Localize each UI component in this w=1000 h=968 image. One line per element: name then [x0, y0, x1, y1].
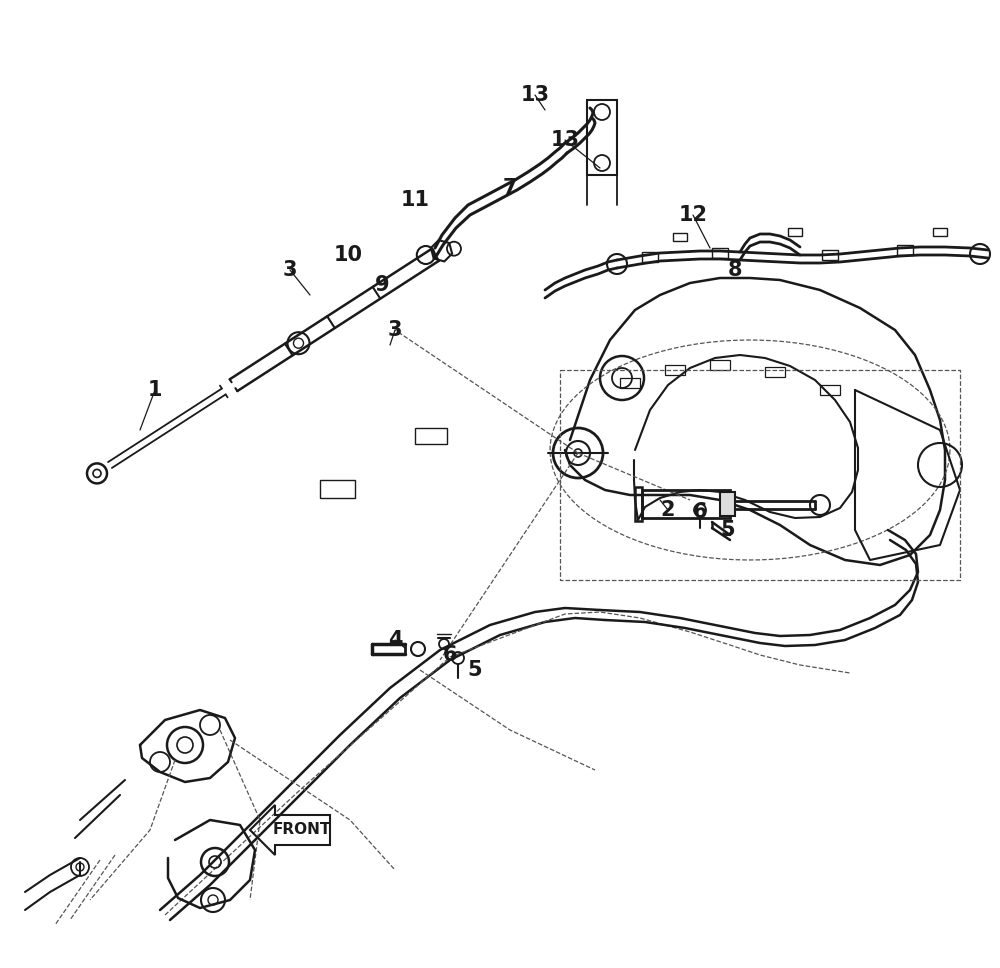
Text: 8: 8	[728, 260, 742, 280]
Text: 4: 4	[388, 630, 402, 650]
Text: 13: 13	[550, 130, 580, 150]
Text: 6: 6	[693, 502, 707, 522]
Polygon shape	[720, 492, 735, 516]
Text: 6: 6	[443, 645, 457, 665]
Text: 2: 2	[661, 500, 675, 520]
Text: 12: 12	[678, 205, 708, 225]
Text: 9: 9	[375, 275, 389, 295]
Text: 5: 5	[468, 660, 482, 680]
Text: 7: 7	[503, 178, 517, 198]
Text: 5: 5	[721, 520, 735, 540]
Text: 3: 3	[388, 320, 402, 340]
Text: 3: 3	[283, 260, 297, 280]
Text: 10: 10	[334, 245, 362, 265]
Text: FRONT: FRONT	[273, 823, 331, 837]
Text: 11: 11	[400, 190, 430, 210]
Text: 1: 1	[148, 380, 162, 400]
Text: 13: 13	[520, 85, 550, 105]
